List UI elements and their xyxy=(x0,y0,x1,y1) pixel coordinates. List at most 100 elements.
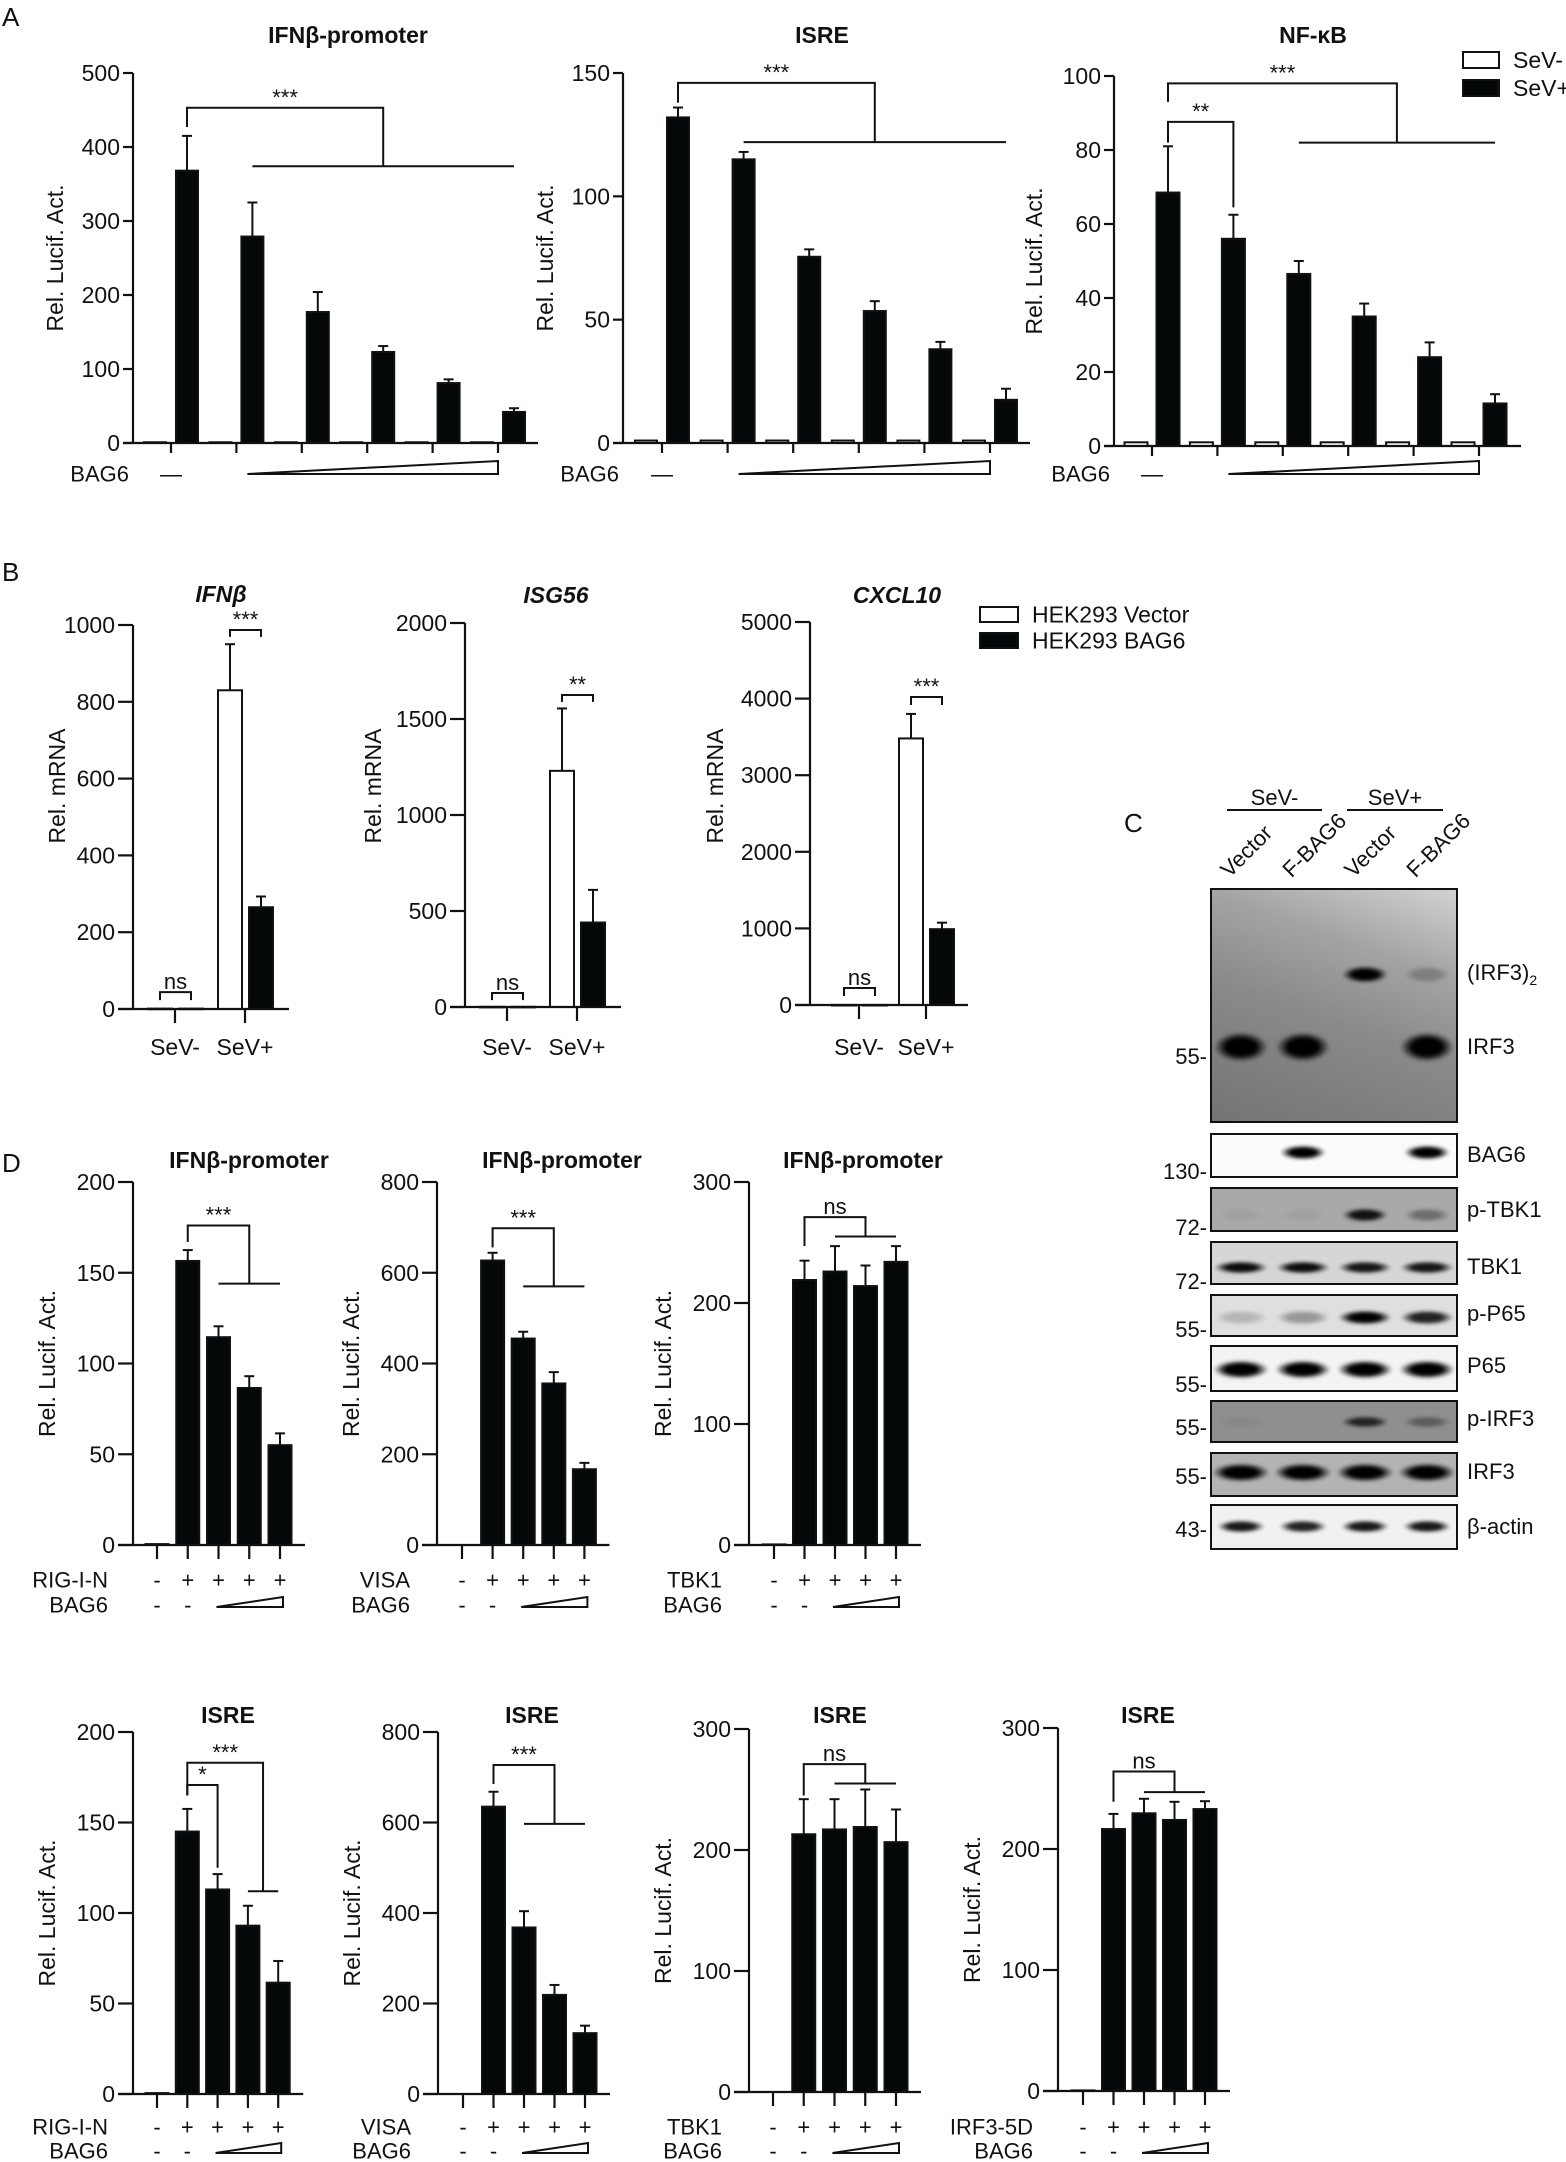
condition-mark: + xyxy=(859,1568,872,1593)
y-tick-label: 800 xyxy=(381,1169,419,1195)
bar xyxy=(1131,1812,1157,2093)
y-axis-label: Rel. Lucif. Act. xyxy=(338,1290,364,1437)
bar xyxy=(666,116,690,445)
y-axis-label: Rel. mRNA xyxy=(360,728,386,844)
bar xyxy=(792,1279,817,1546)
bar xyxy=(481,1805,506,2095)
condition-mark: - xyxy=(801,1593,808,1618)
bar xyxy=(1417,356,1443,448)
condition-mark: - xyxy=(459,2115,466,2140)
y-tick-label: 200 xyxy=(693,1837,731,1863)
y-tick-label: 0 xyxy=(718,1532,731,1558)
condition-mark: + xyxy=(487,2115,500,2140)
x-tick-label: SeV+ xyxy=(217,1034,274,1060)
condition-row-label: VISA xyxy=(361,2115,411,2140)
y-tick-label: 20 xyxy=(1075,359,1101,385)
significance-bracket xyxy=(802,1763,867,1796)
condition-mark: + xyxy=(212,1568,225,1593)
significance-bracket xyxy=(803,1216,867,1247)
chart-title: IFNβ-promoter xyxy=(169,1147,329,1173)
condition-mark: + xyxy=(579,2115,592,2140)
condition-mark: - xyxy=(770,1568,777,1593)
condition-mark: + xyxy=(272,2115,285,2140)
condition-mark: - xyxy=(184,1593,191,1618)
y-axis-label: Rel. Lucif. Act. xyxy=(339,1839,365,1986)
y-tick-label: 600 xyxy=(382,1810,420,1836)
condition-row-label: BAG6 xyxy=(560,462,619,487)
legend-swatch xyxy=(979,632,1019,649)
significance-bracket xyxy=(677,81,876,143)
condition-mark: - xyxy=(800,2139,807,2162)
y-tick-label: 80 xyxy=(1075,137,1101,163)
y-tick-label: 150 xyxy=(77,1260,115,1286)
condition-mark: - xyxy=(458,1568,465,1593)
y-tick-label: 0 xyxy=(102,1532,115,1558)
bar xyxy=(235,1924,261,2096)
y-tick-label: 300 xyxy=(693,1169,731,1195)
dose-wedge-icon xyxy=(1228,459,1480,475)
y-axis-label: Rel. mRNA xyxy=(702,728,728,844)
condition-row-label: BAG6 xyxy=(49,1593,108,1618)
condition-mark: + xyxy=(1168,2115,1181,2140)
condition-mark: - xyxy=(769,2115,776,2140)
y-tick-label: 40 xyxy=(1075,285,1101,311)
chart-title: IFNβ-promoter xyxy=(268,22,428,48)
y-tick-label: 0 xyxy=(1088,433,1101,459)
bar xyxy=(549,769,575,1009)
y-tick-label: 100 xyxy=(693,1958,731,1984)
y-tick-label: 1000 xyxy=(741,915,792,941)
significance-bracket xyxy=(1167,120,1235,208)
bar xyxy=(510,1337,536,1546)
y-tick-label: 100 xyxy=(693,1411,731,1437)
chart-d3: 0 100 200 300 IFNβ-promoter Rel. Lucif. Act. T… xyxy=(650,1147,943,1618)
significance-bracket xyxy=(843,986,876,997)
chart-title: ISG56 xyxy=(523,582,588,608)
x-tick-label: SeV- xyxy=(150,1034,200,1060)
y-axis-label: Rel. Lucif. Act. xyxy=(650,1837,676,1984)
condition-row-label: BAG6 xyxy=(352,2139,411,2162)
y-axis-label: Rel. Lucif. Act. xyxy=(1021,187,1047,334)
significance-bracket xyxy=(159,991,192,1001)
chart-b1: 0 200 400 600 800 1000 IFNβ Rel. mRNA SeV- SeV+ ns… xyxy=(44,581,289,1060)
condition-mark: + xyxy=(486,1568,499,1593)
chart-d2: 0 200 400 600 800 IFNβ-promoter Rel. Lucif. Ac… xyxy=(338,1147,642,1618)
dose-wedge-icon xyxy=(215,2141,283,2154)
y-tick-label: 100 xyxy=(1063,63,1101,89)
significance-label: ns xyxy=(848,965,871,990)
legend-label: SeV+ xyxy=(1513,75,1566,101)
dose-wedge-icon xyxy=(521,1595,589,1608)
significance-bracket xyxy=(491,1227,555,1287)
y-tick-label: 800 xyxy=(382,1719,420,1745)
significance-label: *** xyxy=(914,674,940,699)
dose-wedge-icon xyxy=(738,459,991,475)
significance-bracket xyxy=(910,695,943,706)
y-tick-label: 300 xyxy=(1002,1715,1040,1741)
y-tick-label: 150 xyxy=(572,60,610,86)
legend-swatch xyxy=(1462,51,1500,69)
condition-mark: + xyxy=(828,2115,841,2140)
y-tick-label: 100 xyxy=(82,356,120,382)
y-tick-label: 200 xyxy=(382,1991,420,2017)
condition-mark: + xyxy=(890,2115,903,2140)
chart-title: IFNβ-promoter xyxy=(783,1147,943,1173)
chart-a1: 0 100 200 300 400 500 IFNβ-promoter Rel. Lucif.… xyxy=(42,22,538,487)
condition-mark: + xyxy=(890,1568,903,1593)
bar xyxy=(883,1260,909,1546)
condition-mark: + xyxy=(243,1568,256,1593)
bar xyxy=(1220,237,1246,447)
y-tick-label: 300 xyxy=(82,208,120,234)
condition-mark: + xyxy=(517,1568,530,1593)
y-tick-label: 4000 xyxy=(741,686,792,712)
bar xyxy=(174,1830,200,2096)
condition-row-label: VISA xyxy=(360,1568,410,1593)
chart-a2: 0 50 100 150 ISRE Rel. Lucif. Act. BAG6 — *** xyxy=(532,22,1030,487)
y-tick-label: 0 xyxy=(718,2079,731,2105)
significance-bracket xyxy=(186,106,385,167)
bar xyxy=(852,1826,878,2093)
y-axis-label: Rel. Lucif. Act. xyxy=(42,184,68,331)
significance-label: *** xyxy=(212,1740,238,1765)
legend-swatch xyxy=(1462,79,1500,97)
significance-label: *** xyxy=(764,60,790,85)
y-tick-label: 200 xyxy=(82,282,120,308)
bar xyxy=(1351,315,1377,447)
